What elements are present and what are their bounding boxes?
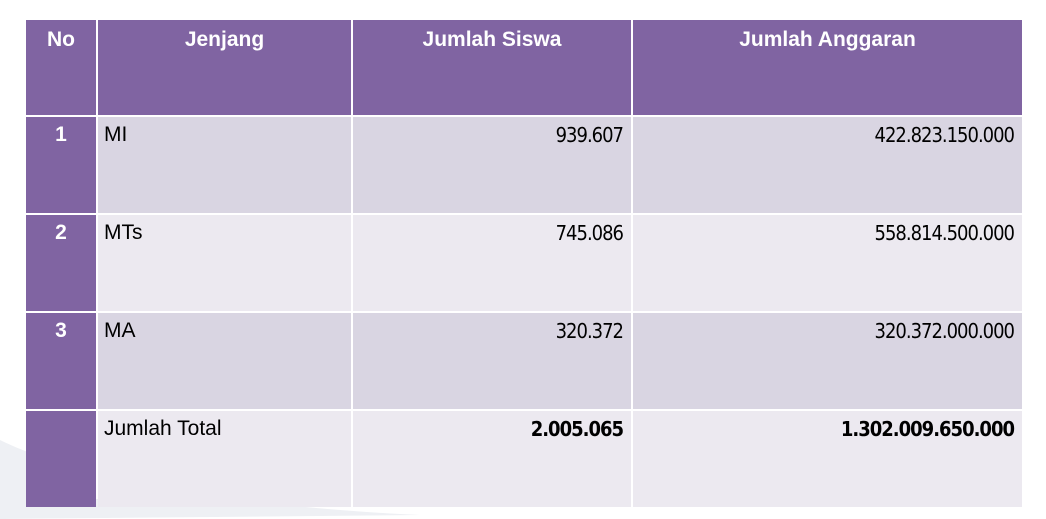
header-jenjang: Jenjang [98,20,351,115]
total-no [26,411,96,507]
row-3-siswa: 320.372 [353,313,631,409]
row-1-no: 1 [26,117,96,213]
row-3-anggaran: 320.372.000.000 [633,313,1022,409]
header-jumlah-anggaran: Jumlah Anggaran [633,20,1022,115]
row-1-jenjang: MI [98,117,351,213]
row-2-jenjang: MTs [98,215,351,311]
header-jumlah-siswa: Jumlah Siswa [353,20,631,115]
header-no: No [26,20,96,115]
row-1-anggaran: 422.823.150.000 [633,117,1022,213]
row-2-no: 2 [26,215,96,311]
row-2-anggaran: 558.814.500.000 [633,215,1022,311]
total-label: Jumlah Total [98,411,351,507]
row-3-jenjang: MA [98,313,351,409]
row-1-siswa: 939.607 [353,117,631,213]
total-siswa: 2.005.065 [353,411,631,507]
total-anggaran: 1.302.009.650.000 [633,411,1022,507]
row-2-siswa: 745.086 [353,215,631,311]
budget-table: No Jenjang Jumlah Siswa Jumlah Anggaran … [26,20,1022,507]
row-3-no: 3 [26,313,96,409]
